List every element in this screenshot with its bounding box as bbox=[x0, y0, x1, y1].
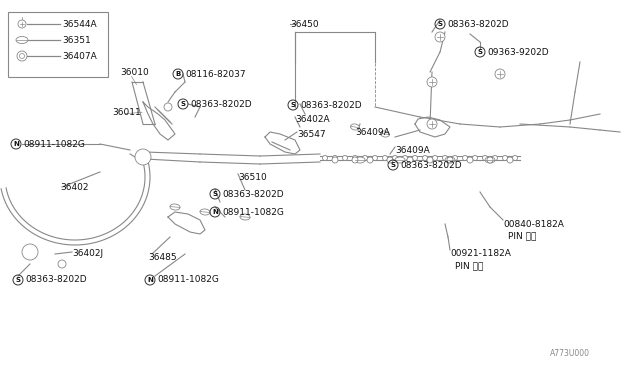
Text: 08363-8202D: 08363-8202D bbox=[190, 99, 252, 109]
Circle shape bbox=[353, 155, 358, 160]
Text: N: N bbox=[13, 141, 19, 147]
Circle shape bbox=[25, 247, 35, 257]
Text: B: B bbox=[175, 71, 180, 77]
Circle shape bbox=[367, 157, 373, 163]
Circle shape bbox=[352, 157, 358, 163]
Circle shape bbox=[18, 20, 26, 28]
Circle shape bbox=[427, 157, 433, 163]
Text: 36402A: 36402A bbox=[295, 115, 330, 124]
Ellipse shape bbox=[351, 124, 360, 130]
Text: 36010: 36010 bbox=[120, 67, 148, 77]
Circle shape bbox=[383, 155, 387, 160]
Ellipse shape bbox=[240, 214, 250, 220]
Circle shape bbox=[483, 155, 488, 160]
Circle shape bbox=[493, 155, 497, 160]
Ellipse shape bbox=[200, 209, 210, 215]
Text: N: N bbox=[147, 277, 153, 283]
Text: 36409A: 36409A bbox=[355, 128, 390, 137]
Ellipse shape bbox=[395, 157, 405, 163]
Circle shape bbox=[433, 155, 438, 160]
Text: 08363-8202D: 08363-8202D bbox=[400, 160, 461, 170]
Text: 00921-1182A: 00921-1182A bbox=[450, 250, 511, 259]
Text: 36402: 36402 bbox=[60, 183, 88, 192]
Circle shape bbox=[452, 155, 458, 160]
Text: 08911-1082G: 08911-1082G bbox=[157, 276, 219, 285]
Circle shape bbox=[387, 157, 393, 163]
Text: S: S bbox=[15, 277, 20, 283]
Circle shape bbox=[333, 155, 337, 160]
Text: 36544A: 36544A bbox=[62, 19, 97, 29]
Text: 36450: 36450 bbox=[290, 19, 319, 29]
Circle shape bbox=[467, 157, 473, 163]
Text: S: S bbox=[477, 49, 483, 55]
Text: 36510: 36510 bbox=[238, 173, 267, 182]
Ellipse shape bbox=[381, 131, 390, 137]
Circle shape bbox=[427, 77, 437, 87]
Circle shape bbox=[392, 155, 397, 160]
Text: 36351: 36351 bbox=[62, 35, 91, 45]
Text: N: N bbox=[212, 209, 218, 215]
Text: 08911-1082G: 08911-1082G bbox=[222, 208, 284, 217]
Circle shape bbox=[362, 155, 367, 160]
Text: S: S bbox=[438, 21, 442, 27]
Text: 36485: 36485 bbox=[148, 253, 177, 262]
Circle shape bbox=[487, 157, 493, 163]
Text: 08363-8202D: 08363-8202D bbox=[447, 19, 509, 29]
Circle shape bbox=[447, 157, 453, 163]
Circle shape bbox=[502, 155, 508, 160]
Text: PIN ビン: PIN ビン bbox=[508, 231, 536, 241]
Circle shape bbox=[332, 157, 338, 163]
Text: S: S bbox=[291, 102, 296, 108]
Ellipse shape bbox=[16, 36, 28, 44]
Ellipse shape bbox=[170, 204, 180, 210]
Circle shape bbox=[58, 260, 66, 268]
Ellipse shape bbox=[485, 157, 495, 163]
Circle shape bbox=[422, 155, 428, 160]
Text: 08363-8202D: 08363-8202D bbox=[300, 100, 362, 109]
Text: 09363-9202D: 09363-9202D bbox=[487, 48, 548, 57]
Text: 36011: 36011 bbox=[112, 108, 141, 116]
Circle shape bbox=[472, 155, 477, 160]
Text: 08363-8202D: 08363-8202D bbox=[222, 189, 284, 199]
Circle shape bbox=[22, 244, 38, 260]
Ellipse shape bbox=[355, 157, 365, 163]
Circle shape bbox=[164, 103, 172, 111]
Circle shape bbox=[495, 69, 505, 79]
Circle shape bbox=[372, 155, 378, 160]
Text: A773U000: A773U000 bbox=[550, 350, 590, 359]
Ellipse shape bbox=[445, 157, 455, 163]
Text: 08911-1082G: 08911-1082G bbox=[23, 140, 85, 148]
Circle shape bbox=[513, 155, 518, 160]
Circle shape bbox=[342, 155, 348, 160]
Circle shape bbox=[323, 155, 328, 160]
Circle shape bbox=[403, 155, 408, 160]
Circle shape bbox=[407, 157, 413, 163]
Text: 36547: 36547 bbox=[297, 129, 326, 138]
Text: PIN ビン: PIN ビン bbox=[455, 262, 483, 270]
Circle shape bbox=[507, 157, 513, 163]
Circle shape bbox=[435, 32, 445, 42]
Circle shape bbox=[427, 119, 437, 129]
Text: S: S bbox=[212, 191, 218, 197]
Text: 36409A: 36409A bbox=[395, 145, 429, 154]
Text: S: S bbox=[180, 101, 186, 107]
Text: 08116-82037: 08116-82037 bbox=[185, 70, 246, 78]
Text: S: S bbox=[390, 162, 396, 168]
Text: 00840-8182A: 00840-8182A bbox=[503, 219, 564, 228]
Circle shape bbox=[135, 149, 151, 165]
Circle shape bbox=[138, 152, 148, 162]
Circle shape bbox=[442, 155, 447, 160]
Circle shape bbox=[463, 155, 467, 160]
Text: 08363-8202D: 08363-8202D bbox=[25, 276, 86, 285]
Circle shape bbox=[413, 155, 417, 160]
Text: 36407A: 36407A bbox=[62, 51, 97, 61]
Bar bbox=[8, 12, 108, 77]
Text: 36402J: 36402J bbox=[72, 250, 103, 259]
